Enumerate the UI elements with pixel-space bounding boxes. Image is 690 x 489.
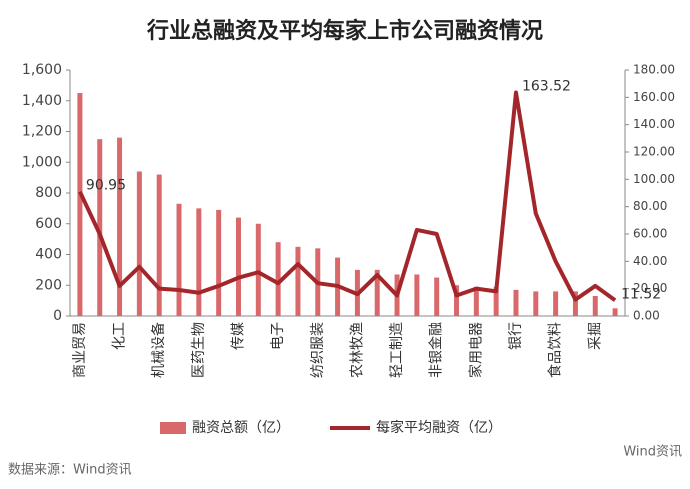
- y2-tick-label: 100.00: [633, 172, 675, 186]
- bar: [553, 291, 559, 316]
- x-tick-label: 农林牧渔: [349, 322, 365, 378]
- bar: [473, 286, 479, 316]
- logo: Wind资讯: [623, 445, 682, 460]
- chart-title: 行业总融资及平均每家上市公司融资情况: [146, 18, 543, 44]
- legend-label: 融资总额（亿）: [192, 420, 290, 436]
- bar: [612, 308, 618, 316]
- line: [78, 90, 617, 302]
- bar: [414, 274, 420, 316]
- data-label: 90.95: [86, 178, 126, 194]
- y-tick-label: 0: [53, 308, 62, 324]
- bar: [117, 137, 123, 316]
- y2-tick-label: 20.00: [633, 281, 667, 295]
- bar: [97, 139, 103, 316]
- x-tick-label: 轻工制造: [389, 322, 405, 378]
- bar: [592, 296, 598, 316]
- bar: [513, 289, 519, 316]
- x-tick-label: 家用电器: [467, 322, 484, 378]
- x-tick-label: 采掘: [587, 322, 603, 350]
- legend-label: 每家平均融资（亿）: [376, 419, 502, 436]
- source: 数据来源：Wind资讯: [8, 463, 132, 478]
- y2-tick-label: 0.00: [633, 309, 660, 323]
- x-tick-label: 纺织服装: [310, 322, 326, 378]
- y2-tick-label: 160.00: [633, 90, 675, 104]
- legend-swatch: [160, 422, 186, 434]
- bar: [572, 291, 578, 316]
- y2-tick-label: 180.00: [633, 63, 675, 77]
- data-label: 11.52: [621, 286, 661, 302]
- bar: [374, 269, 380, 316]
- y2-tick-label: 60.00: [633, 227, 667, 241]
- y2-tick-label: 140.00: [633, 117, 675, 131]
- x-tick-label: 传媒: [230, 322, 246, 350]
- x-tick-label: 医药生物: [191, 322, 207, 378]
- bar: [434, 277, 440, 316]
- y-tick-label: 200: [35, 277, 62, 293]
- y2-tick-label: 120.00: [633, 145, 675, 159]
- bar: [196, 208, 202, 316]
- bar: [255, 223, 261, 316]
- y-tick-label: 600: [35, 216, 62, 232]
- x-tick-label: 商业贸易: [72, 322, 88, 378]
- bar: [493, 286, 499, 316]
- x-tick-label: 机械设备: [150, 322, 167, 378]
- y-tick-label: 800: [35, 185, 62, 201]
- x-tick-label: 非银金融: [429, 322, 445, 378]
- y-tick-label: 1,400: [22, 93, 62, 109]
- x-tick-label: 化工: [112, 322, 128, 350]
- x-tick-label: 电子: [270, 322, 286, 350]
- bar: [235, 217, 241, 316]
- x-tick-label: 银行: [508, 322, 524, 350]
- bar: [216, 209, 222, 316]
- bar: [77, 93, 83, 316]
- bar: [156, 174, 162, 316]
- y-tick-label: 400: [35, 247, 62, 263]
- data-label: 163.52: [522, 79, 571, 95]
- x-tick-label: 食品饮料: [547, 322, 564, 378]
- bar: [295, 246, 301, 316]
- y2-tick-label: 80.00: [633, 199, 667, 213]
- bar: [136, 171, 142, 316]
- bar: [176, 203, 182, 316]
- y-tick-label: 1,200: [22, 124, 62, 140]
- bar: [454, 285, 460, 316]
- bar: [275, 242, 281, 316]
- bar: [533, 291, 539, 316]
- y-tick-label: 1,000: [22, 154, 62, 170]
- y-tick-label: 1,600: [22, 62, 62, 78]
- y2-tick-label: 40.00: [633, 254, 667, 268]
